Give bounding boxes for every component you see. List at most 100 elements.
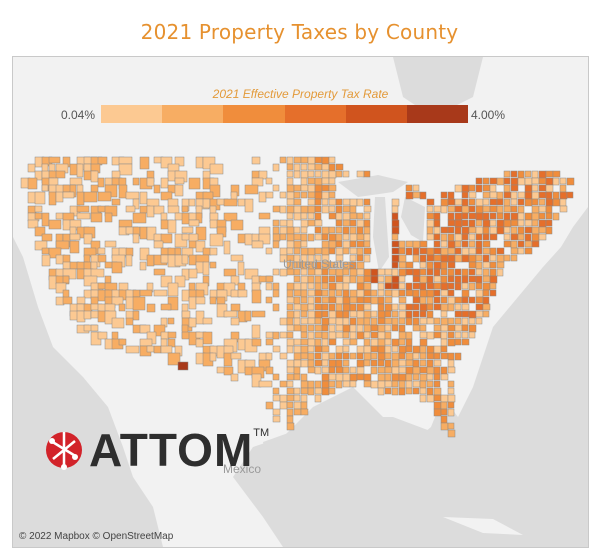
county[interactable] [503, 240, 512, 248]
county[interactable] [391, 303, 399, 311]
county[interactable] [531, 198, 539, 206]
county[interactable] [265, 401, 274, 410]
county[interactable] [405, 184, 413, 192]
county[interactable] [454, 303, 462, 311]
county[interactable] [384, 282, 393, 290]
county[interactable] [328, 331, 337, 340]
county[interactable] [356, 198, 364, 207]
county[interactable] [188, 219, 200, 227]
county[interactable] [363, 254, 371, 263]
county[interactable] [314, 317, 322, 325]
county[interactable] [104, 212, 113, 223]
county[interactable] [314, 352, 322, 360]
county[interactable] [412, 296, 421, 304]
county[interactable] [328, 156, 336, 164]
county[interactable] [342, 289, 350, 298]
county[interactable] [384, 310, 392, 318]
county[interactable] [426, 394, 435, 403]
county[interactable] [167, 317, 175, 325]
county[interactable] [517, 226, 525, 235]
county[interactable] [384, 317, 393, 325]
county[interactable] [433, 219, 441, 228]
county[interactable] [517, 191, 526, 199]
county[interactable] [286, 401, 294, 409]
county[interactable] [335, 205, 343, 214]
county[interactable] [300, 387, 309, 395]
county[interactable] [335, 380, 343, 389]
county[interactable] [440, 275, 448, 284]
county[interactable] [251, 240, 264, 249]
county[interactable] [489, 247, 497, 256]
county[interactable] [489, 275, 498, 284]
county[interactable] [209, 352, 217, 362]
county[interactable] [384, 289, 393, 297]
county[interactable] [251, 310, 266, 318]
county[interactable] [349, 352, 357, 360]
county[interactable] [321, 177, 330, 185]
county[interactable] [335, 373, 344, 382]
county[interactable] [391, 212, 399, 221]
county[interactable] [468, 219, 476, 228]
county[interactable] [363, 247, 372, 255]
county[interactable] [412, 289, 420, 298]
county[interactable] [356, 324, 364, 333]
county[interactable] [286, 198, 295, 206]
county[interactable] [391, 380, 399, 388]
county[interactable] [426, 219, 435, 228]
county[interactable] [377, 282, 385, 291]
county[interactable] [391, 205, 399, 214]
county[interactable] [440, 240, 448, 248]
county[interactable] [426, 275, 434, 284]
county[interactable] [321, 233, 329, 241]
county[interactable] [286, 366, 295, 374]
county[interactable] [545, 212, 553, 220]
county[interactable] [300, 373, 308, 382]
county[interactable] [363, 352, 372, 361]
county[interactable] [90, 170, 99, 183]
county[interactable] [454, 233, 463, 242]
county[interactable] [524, 233, 532, 242]
county[interactable] [538, 177, 547, 185]
county[interactable] [286, 247, 294, 255]
county[interactable] [398, 275, 406, 283]
county[interactable] [202, 331, 213, 345]
county[interactable] [370, 317, 378, 326]
county[interactable] [426, 373, 434, 381]
county[interactable] [405, 268, 414, 276]
county[interactable] [475, 289, 484, 298]
county[interactable] [314, 247, 323, 255]
county[interactable] [447, 303, 455, 312]
county[interactable] [363, 338, 371, 347]
county[interactable] [307, 380, 315, 389]
county[interactable] [391, 268, 399, 277]
county[interactable] [433, 289, 441, 297]
county[interactable] [419, 366, 428, 374]
county[interactable] [440, 422, 449, 431]
county[interactable] [496, 226, 505, 235]
county[interactable] [370, 366, 378, 375]
county[interactable] [377, 268, 386, 276]
county[interactable] [377, 289, 385, 297]
county[interactable] [356, 366, 365, 375]
county[interactable] [531, 233, 540, 242]
county[interactable] [335, 303, 343, 312]
county[interactable] [363, 198, 371, 206]
county[interactable] [314, 338, 322, 347]
county[interactable] [433, 359, 442, 367]
county[interactable] [538, 184, 547, 192]
county[interactable] [97, 331, 108, 340]
county[interactable] [335, 226, 343, 234]
county[interactable] [356, 254, 364, 262]
county[interactable] [447, 422, 455, 430]
county[interactable] [447, 296, 456, 305]
county[interactable] [335, 331, 344, 339]
county[interactable] [293, 359, 302, 368]
county[interactable] [475, 268, 483, 276]
county[interactable] [377, 359, 385, 367]
county[interactable] [34, 226, 46, 237]
county[interactable] [356, 373, 365, 381]
county[interactable] [216, 296, 226, 305]
county[interactable] [426, 359, 434, 368]
county[interactable] [475, 219, 483, 227]
county[interactable] [433, 366, 441, 375]
